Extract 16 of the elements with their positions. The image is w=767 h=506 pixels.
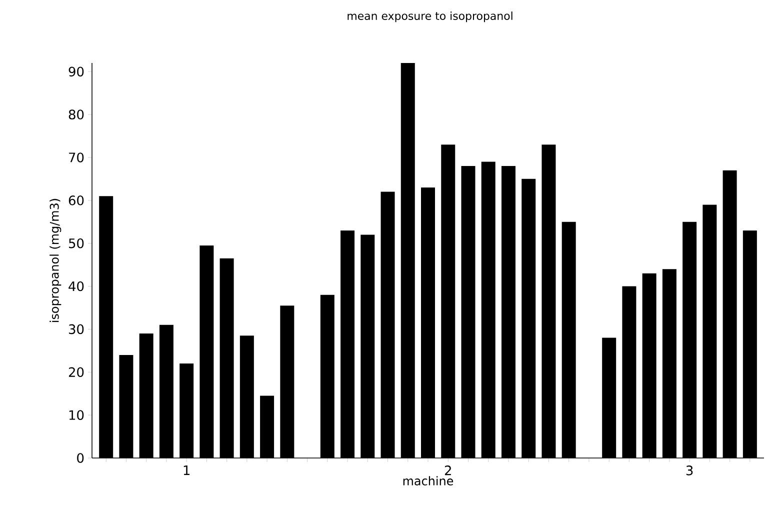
x-tick-label: 2	[444, 466, 451, 476]
y-tick-label: 40	[68, 281, 84, 292]
y-tick-label: 0	[77, 453, 84, 463]
y-tick-label: 90	[68, 66, 84, 76]
y-tick-label: 70	[69, 152, 84, 162]
y-tick-label: 20	[68, 367, 84, 378]
y-tick-label: 80	[68, 110, 84, 120]
y-tick-label: 60	[68, 196, 84, 206]
y-axis-title: isopropanol (mg/m3)	[50, 198, 62, 322]
chart-title: mean exposure to isopropanol	[348, 12, 512, 22]
y-tick-label: 50	[69, 238, 84, 248]
y-tick-label: 10	[69, 410, 84, 420]
x-tick-label: 1	[184, 466, 190, 475]
y-tick-label: 30	[68, 324, 84, 334]
x-tick-label: 3	[686, 466, 693, 476]
x-axis-title: machine	[403, 476, 454, 486]
